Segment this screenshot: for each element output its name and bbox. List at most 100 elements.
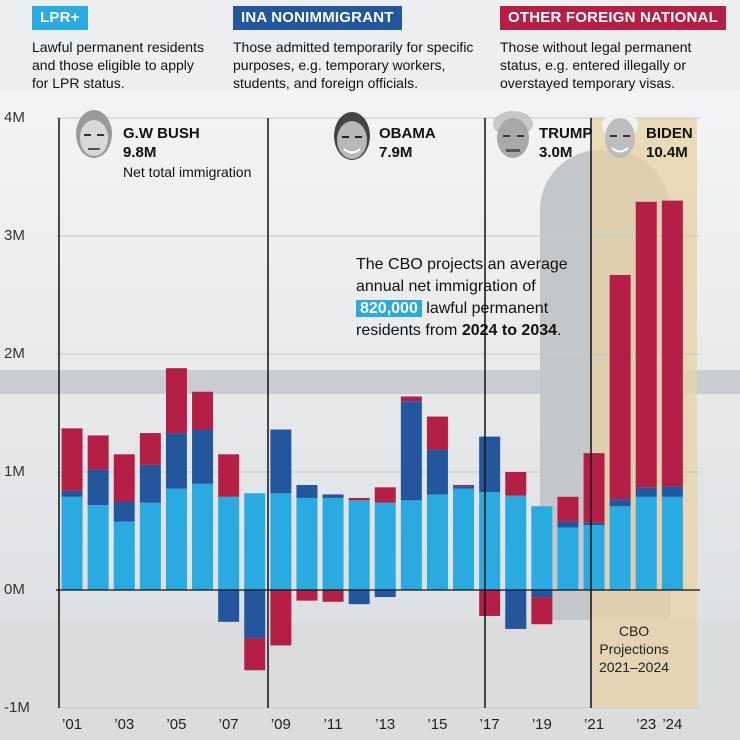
bar-segment — [583, 525, 605, 590]
president-total-obama: 7.9M — [379, 144, 413, 161]
bar-segment — [270, 493, 292, 590]
president-name-biden: BIDEN — [646, 125, 693, 142]
bar-segment — [192, 429, 214, 484]
legend-desc-line: and those eligible to apply — [32, 57, 194, 73]
bar-segment — [244, 493, 266, 590]
bar-segment — [270, 429, 292, 494]
legend-desc-line: students, and foreign officials. — [233, 75, 418, 91]
bar-segment — [479, 492, 501, 590]
bar-segment — [270, 590, 292, 646]
y-tick-label: 3M — [4, 227, 25, 244]
legend-desc-line: status, e.g. entered illegally or — [500, 57, 686, 73]
projection-label-line: CBO — [618, 623, 650, 639]
note-line: 820,000 lawful permanent — [356, 298, 606, 320]
note-text: . — [557, 322, 562, 339]
x-tick-label: ’21 — [584, 716, 605, 733]
bar-segment — [61, 496, 83, 590]
bar-segment — [661, 486, 683, 497]
x-tick-label: ’07 — [218, 716, 239, 733]
obama-face-icon — [334, 112, 370, 160]
bar-segment — [322, 497, 344, 590]
bar-segment — [453, 488, 475, 590]
biden-face-icon — [602, 112, 638, 158]
president-total-biden: 10.4M — [646, 144, 688, 161]
bar-segment — [244, 638, 266, 671]
bar-segment — [557, 527, 579, 590]
note-text: residents from — [356, 322, 458, 339]
note-line: residents from 2024 to 2034. — [356, 320, 606, 342]
bar-segment — [244, 590, 266, 639]
president-total-bush: 9.8M — [123, 144, 157, 161]
bar-segment — [61, 428, 83, 491]
bar-segment — [113, 521, 135, 590]
x-tick-label: ’15 — [427, 716, 448, 733]
x-tick-label: ’11 — [323, 716, 343, 733]
note-line: annual net immigration of — [356, 278, 536, 295]
y-tick-label: 2M — [4, 345, 25, 362]
bar-segment — [479, 590, 501, 616]
bar-segment — [609, 506, 631, 590]
bar-segment — [505, 472, 527, 496]
bar-segment — [661, 496, 683, 590]
x-tick-label: ’24 — [662, 716, 683, 733]
bar-segment — [322, 494, 344, 498]
legend-desc-line: overstayed temporary visas. — [500, 75, 676, 91]
bar-segment — [192, 483, 214, 590]
bar-segment — [453, 484, 475, 487]
bar-segment — [531, 506, 553, 590]
y-tick-label: 1M — [4, 463, 25, 480]
bar-segment — [609, 499, 631, 507]
bar-segment — [374, 502, 396, 590]
bar-segment — [374, 487, 396, 503]
bar-segment — [165, 433, 187, 489]
legend-desc-line: purposes, e.g. temporary workers, — [233, 57, 446, 73]
legend-desc-line: Those admitted temporarily for specific — [233, 39, 474, 55]
bar-segment — [635, 496, 657, 590]
bar-segment — [557, 496, 579, 522]
bar-segment — [426, 494, 448, 590]
bush-face-icon — [76, 110, 112, 158]
y-tick-label: 0M — [4, 581, 25, 598]
bar-segment — [400, 396, 422, 402]
president-total-trump: 3.0M — [539, 144, 573, 161]
legend-desc-lpr: Lawful permanent residents and those eli… — [32, 38, 204, 92]
x-tick-label: ’23 — [636, 716, 657, 733]
x-tick-label: ’17 — [479, 716, 500, 733]
x-tick-label: ’19 — [531, 716, 552, 733]
bar-segment — [400, 500, 422, 590]
bar-segment — [374, 590, 396, 598]
legend-desc-line: for LPR status. — [32, 75, 125, 91]
note-bold: 2024 to 2034 — [461, 322, 558, 339]
bar-segment — [218, 496, 240, 590]
legend-desc-line: Lawful permanent residents — [32, 39, 204, 55]
legend-badge-other-foreign: OTHER FOREIGN NATIONAL — [500, 6, 726, 30]
bar-segment — [296, 497, 318, 590]
bar-segment — [218, 590, 240, 622]
bar-segment — [609, 274, 631, 500]
bar-segment — [165, 368, 187, 434]
x-tick-label: ’09 — [270, 716, 291, 733]
president-name-bush: G.W BUSH — [123, 125, 200, 142]
president-name-obama: OBAMA — [379, 125, 436, 142]
note-text: lawful permanent — [426, 300, 549, 317]
bar-segment — [635, 487, 657, 497]
note-line: The CBO projects an average — [356, 256, 568, 273]
bar-segment — [113, 501, 135, 522]
bar-segment — [192, 391, 214, 430]
bar-segment — [165, 488, 187, 590]
bar-segment — [583, 522, 605, 526]
x-tick-label: ’03 — [114, 716, 135, 733]
x-tick-label: ’05 — [166, 716, 187, 733]
bar-segment — [557, 521, 579, 528]
bar-segment — [583, 453, 605, 523]
bar-segment — [296, 590, 318, 601]
bar-segment — [87, 435, 109, 470]
bar-segment — [426, 449, 448, 495]
cbo-projection-note: The CBO projects an average annual net i… — [356, 254, 606, 342]
bar-segment — [661, 200, 683, 487]
bar-segment — [453, 486, 475, 489]
bar-segment — [87, 505, 109, 590]
bar-segment — [531, 590, 553, 598]
